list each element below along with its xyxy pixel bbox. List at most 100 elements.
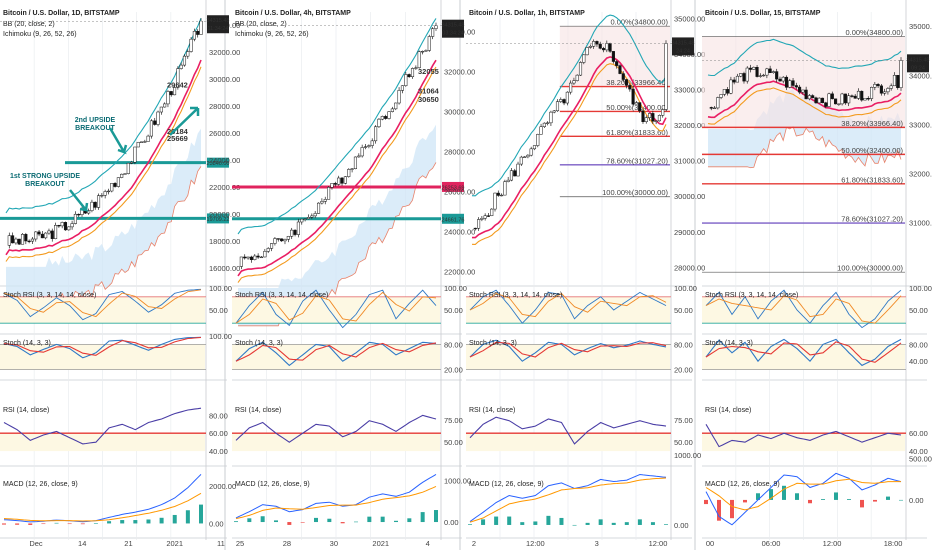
candle-body: [847, 95, 851, 104]
macd-histogram-bar: [247, 518, 252, 523]
stoch-rsi-title: Stoch RSI (3, 3, 14, 14, close): [705, 292, 798, 299]
macd-tick: 1000.00: [674, 451, 701, 460]
current-price-label: 34315.48: [907, 57, 930, 63]
candle-body: [189, 38, 193, 52]
candle-body: [146, 135, 150, 142]
candle-body: [712, 107, 717, 109]
macd-histogram-bar: [572, 524, 577, 526]
stoch-band: [466, 344, 670, 370]
candle-body: [320, 201, 324, 204]
level-tag-bg: [442, 181, 464, 192]
candle-body: [726, 89, 730, 94]
candle-body: [621, 73, 625, 80]
countdown-label: 03:34:24: [442, 31, 463, 37]
ichimoku-cloud: [708, 88, 901, 168]
candle-body: [70, 223, 74, 228]
candle-body: [327, 187, 331, 200]
fib-level-label: 50.00%(32400.00): [606, 103, 668, 112]
ma-value-label: 25669: [167, 134, 188, 143]
candle-body: [631, 88, 635, 105]
candle-body: [173, 87, 177, 96]
candle-body: [748, 67, 753, 70]
candle-body: [758, 75, 762, 77]
candle-body: [149, 120, 153, 137]
bb-upper-line: [471, 14, 667, 197]
macd-histogram-bar: [354, 521, 358, 523]
candle-body: [575, 74, 579, 81]
current-price-tag: [672, 37, 694, 56]
candle-body: [397, 90, 401, 104]
macd-histogram-bar: [520, 522, 525, 525]
candle-body: [330, 183, 334, 188]
candle-body: [60, 222, 64, 227]
stoch-rsi-k-line: [3, 288, 202, 321]
macd-histogram-bar: [120, 520, 125, 524]
candle-body: [17, 238, 21, 245]
ichimoku-span-line: [238, 162, 437, 327]
candle-body: [253, 255, 257, 260]
fib-level-label: 50.00%(32400.00): [841, 146, 903, 155]
candle-body: [615, 61, 619, 66]
candle-body: [11, 235, 15, 244]
current-price-tag: [207, 15, 229, 34]
time-tick: 25: [236, 539, 244, 548]
candle-body: [664, 43, 668, 110]
stoch-rsi-tick: 50.00: [209, 306, 228, 315]
candle-body: [367, 145, 371, 147]
candle-body: [54, 225, 58, 239]
candle-body: [618, 65, 622, 74]
macd-signal-line: [235, 485, 437, 520]
price-tick: 24000.00: [209, 156, 240, 165]
candle-body: [266, 248, 270, 252]
candle-body: [273, 238, 277, 244]
current-price-label: 34315.48: [672, 40, 695, 46]
candle-body: [532, 145, 537, 150]
stoch-rsi-title: Stoch RSI (3, 3, 14, 14, close): [3, 292, 96, 299]
time-tick: 2: [472, 539, 476, 548]
candle-body: [565, 91, 569, 104]
time-tick: 2021: [166, 539, 183, 548]
macd-histogram-bar: [54, 522, 59, 524]
macd-histogram-bar: [367, 516, 372, 523]
candle-body: [661, 109, 665, 116]
stoch-k-line: [469, 339, 667, 362]
rsi-tick: 60.00: [909, 429, 928, 438]
chart-title: Bitcoin / U.S. Dollar, 1h, BITSTAMP: [469, 10, 585, 17]
candle-body: [110, 183, 114, 192]
macd-histogram-bar: [15, 523, 20, 525]
candle-body: [290, 229, 294, 237]
indicator-label: BB (20, close, 2): [3, 21, 55, 28]
indicator-label: BB (20, close, 2): [235, 21, 287, 28]
candle-body: [709, 107, 713, 109]
candle-body: [249, 256, 253, 260]
candle-body: [347, 169, 351, 177]
candle-body: [246, 256, 250, 259]
candle-body: [113, 183, 117, 187]
price-tick: 29000.00: [674, 228, 705, 237]
candle-body: [34, 231, 38, 240]
candle-body: [572, 80, 576, 84]
candle-body: [280, 238, 284, 242]
candle-body: [483, 215, 487, 219]
candle-body: [814, 97, 818, 104]
bb-upper-line: [5, 17, 202, 214]
macd-histogram-bar: [300, 522, 305, 523]
macd-histogram-bar: [2, 523, 6, 525]
price-tick: 22000.00: [209, 183, 240, 192]
candle-body: [394, 102, 398, 110]
macd-histogram-bar: [468, 524, 472, 525]
candle-body: [40, 233, 44, 239]
candle-body: [143, 141, 147, 143]
candle-body: [239, 256, 243, 267]
macd-histogram-bar: [67, 523, 72, 525]
candle-body: [130, 162, 134, 164]
candle-body: [873, 84, 877, 88]
macd-title: MACD (12, 26, close, 9): [235, 481, 310, 488]
macd-histogram-bar: [730, 499, 734, 519]
candle-body: [87, 210, 91, 214]
candle-body: [896, 75, 900, 88]
candle-body: [811, 95, 815, 99]
